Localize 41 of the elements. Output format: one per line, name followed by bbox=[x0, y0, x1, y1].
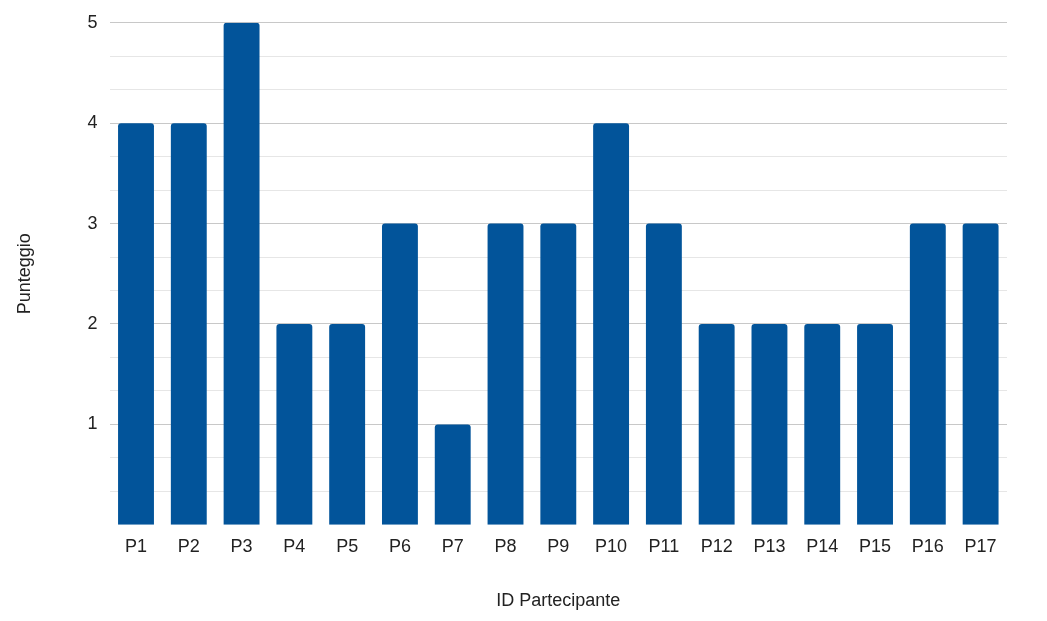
bar bbox=[540, 223, 577, 525]
bar bbox=[751, 324, 788, 525]
x-tick-label: P1 bbox=[124, 535, 148, 556]
x-tick-label: P13 bbox=[753, 535, 786, 556]
bar bbox=[276, 324, 313, 525]
bar bbox=[223, 22, 260, 525]
x-tick-label: P12 bbox=[700, 535, 733, 556]
x-tick-label: P16 bbox=[911, 535, 944, 556]
y-tick-label: 3 bbox=[87, 212, 98, 233]
bar bbox=[434, 424, 471, 525]
x-tick-label: P17 bbox=[964, 535, 997, 556]
y-tick-label: 2 bbox=[87, 312, 98, 333]
bar bbox=[645, 223, 682, 525]
bar bbox=[962, 223, 999, 525]
bar bbox=[857, 324, 893, 525]
x-tick-label: P15 bbox=[859, 535, 892, 556]
bar bbox=[909, 223, 946, 525]
x-tick-label: P9 bbox=[547, 535, 570, 556]
x-tick-label: P3 bbox=[230, 535, 253, 556]
x-tick-label: P7 bbox=[441, 535, 464, 556]
x-tick-label: P10 bbox=[595, 535, 628, 556]
bar bbox=[329, 324, 366, 525]
x-tick-label: P14 bbox=[806, 535, 839, 556]
bar bbox=[487, 223, 524, 525]
bar bbox=[804, 324, 841, 525]
x-axis-title: ID Partecipante bbox=[496, 590, 621, 611]
bar bbox=[382, 223, 418, 525]
y-axis-title: Punteggio bbox=[13, 233, 34, 315]
y-tick-label: 5 bbox=[87, 11, 98, 32]
x-tick-label: P8 bbox=[494, 535, 517, 556]
y-tick-label: 1 bbox=[87, 413, 98, 434]
y-tick-label: 4 bbox=[87, 112, 98, 133]
x-tick-label: P5 bbox=[336, 535, 359, 556]
x-tick-label: P11 bbox=[648, 535, 680, 556]
bar bbox=[170, 123, 207, 525]
bar bbox=[118, 123, 154, 525]
x-tick-label: P6 bbox=[388, 535, 411, 556]
x-tick-label: P2 bbox=[177, 535, 200, 556]
bar bbox=[593, 123, 630, 525]
x-tick-label: P4 bbox=[283, 535, 306, 556]
bar bbox=[698, 324, 735, 525]
